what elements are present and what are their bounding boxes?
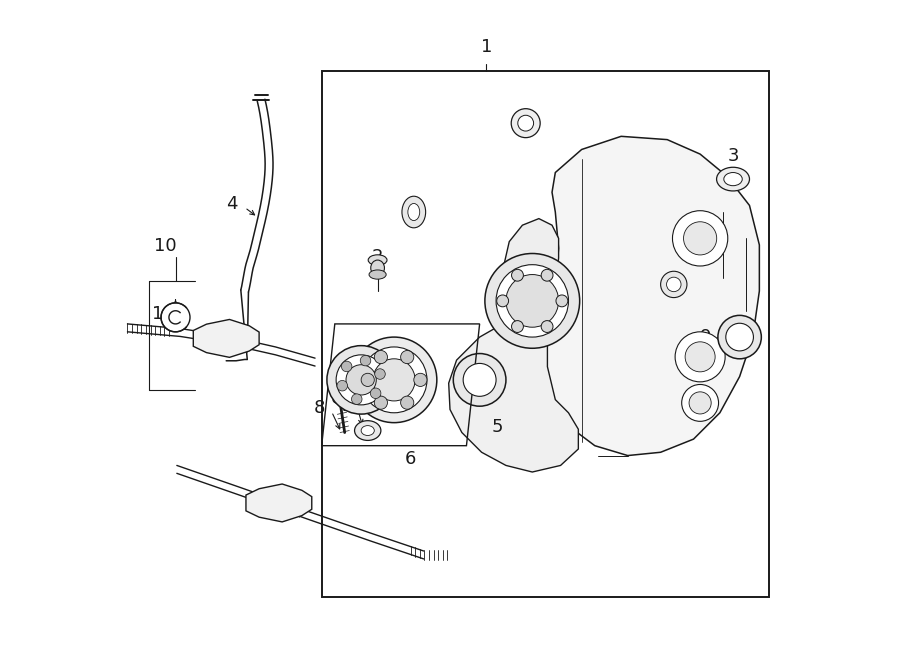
Ellipse shape: [371, 260, 384, 276]
Circle shape: [327, 346, 395, 414]
Circle shape: [414, 373, 427, 387]
Circle shape: [511, 321, 524, 332]
Ellipse shape: [402, 196, 426, 228]
Ellipse shape: [369, 270, 386, 279]
Text: 10: 10: [154, 237, 177, 254]
Circle shape: [506, 274, 559, 327]
Ellipse shape: [724, 173, 742, 186]
Circle shape: [667, 277, 681, 292]
Circle shape: [374, 396, 388, 409]
Polygon shape: [194, 319, 259, 358]
Circle shape: [496, 264, 569, 337]
Text: 1: 1: [481, 38, 492, 56]
Ellipse shape: [368, 254, 387, 265]
Circle shape: [511, 269, 524, 281]
Circle shape: [374, 369, 385, 379]
Circle shape: [681, 385, 718, 421]
Circle shape: [337, 381, 347, 391]
Circle shape: [485, 253, 580, 348]
Circle shape: [497, 295, 508, 307]
Circle shape: [725, 323, 753, 351]
Circle shape: [400, 350, 414, 364]
Circle shape: [351, 337, 436, 422]
Text: 7: 7: [340, 397, 351, 415]
Circle shape: [371, 388, 381, 399]
Circle shape: [373, 359, 415, 401]
Text: 9: 9: [700, 328, 711, 346]
Polygon shape: [545, 136, 760, 455]
Text: 5: 5: [491, 418, 503, 436]
Circle shape: [541, 269, 553, 281]
Ellipse shape: [716, 167, 750, 191]
Circle shape: [689, 392, 711, 414]
Text: 6: 6: [405, 450, 416, 468]
Ellipse shape: [355, 420, 381, 440]
Ellipse shape: [408, 204, 419, 221]
Circle shape: [161, 303, 190, 332]
Circle shape: [511, 108, 540, 137]
Circle shape: [464, 364, 496, 397]
Circle shape: [361, 347, 427, 412]
Circle shape: [541, 321, 553, 332]
Circle shape: [685, 342, 716, 372]
Circle shape: [352, 394, 362, 405]
Text: 2: 2: [372, 248, 383, 266]
Circle shape: [361, 373, 374, 387]
Text: 11: 11: [152, 305, 175, 323]
Bar: [321, 71, 770, 597]
Polygon shape: [504, 219, 559, 324]
Polygon shape: [449, 321, 579, 472]
Circle shape: [346, 365, 376, 395]
Circle shape: [672, 211, 728, 266]
Polygon shape: [246, 484, 311, 522]
Ellipse shape: [361, 426, 374, 436]
Text: 8: 8: [313, 399, 325, 417]
Circle shape: [400, 396, 414, 409]
Circle shape: [518, 115, 534, 131]
Circle shape: [661, 271, 687, 297]
Text: 4: 4: [227, 195, 239, 213]
Circle shape: [341, 361, 352, 371]
Circle shape: [683, 221, 716, 255]
Circle shape: [556, 295, 568, 307]
Circle shape: [336, 355, 386, 405]
Text: 3: 3: [727, 147, 739, 165]
Circle shape: [718, 315, 761, 359]
Circle shape: [360, 356, 371, 366]
Circle shape: [374, 350, 388, 364]
Circle shape: [454, 354, 506, 407]
Circle shape: [675, 332, 725, 382]
Ellipse shape: [333, 396, 347, 404]
